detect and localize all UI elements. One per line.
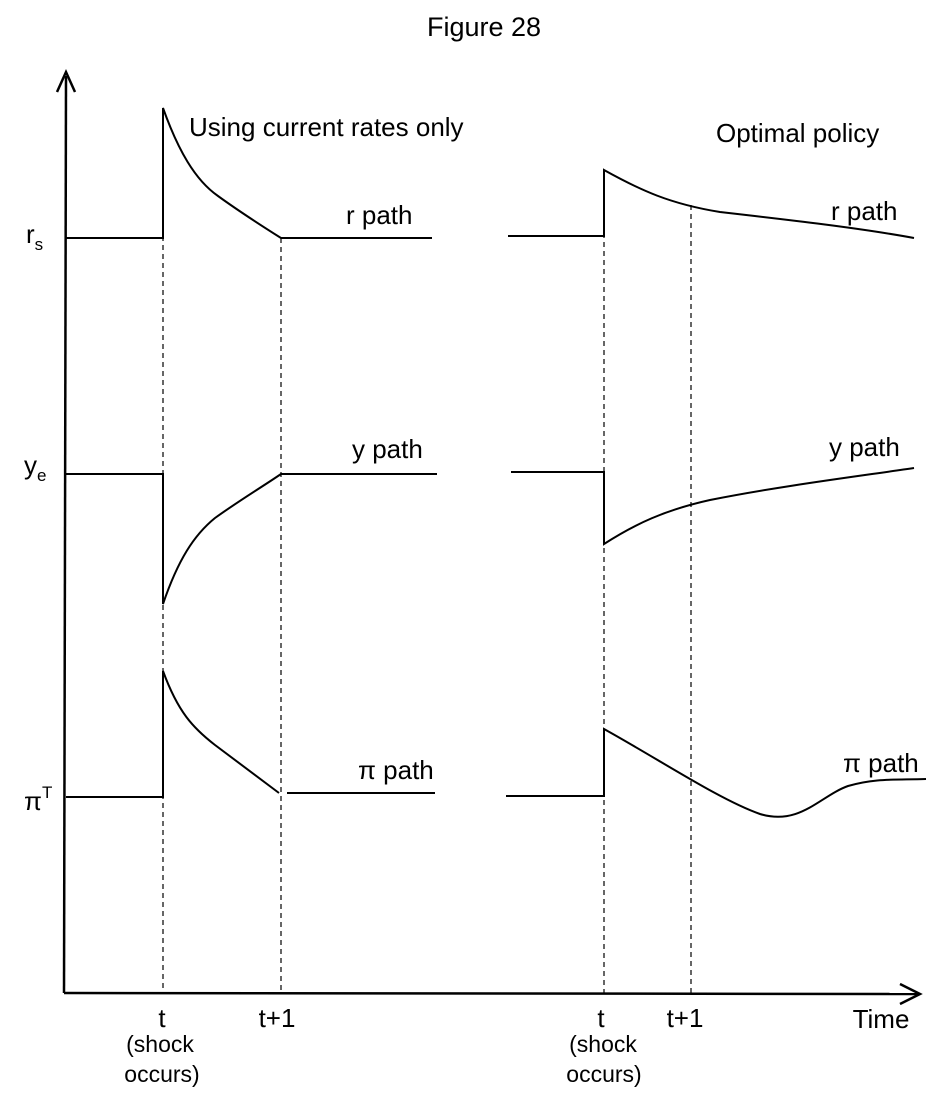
right-pi-path-line	[506, 727, 927, 818]
left-t-label: t	[158, 1003, 166, 1033]
left-pi-path-line	[66, 670, 280, 798]
level-label-rs: rs	[26, 219, 43, 254]
x-axis	[63, 991, 919, 996]
right-y-path-line	[511, 467, 915, 546]
right-t-label: t	[597, 1003, 605, 1033]
right-panel-title: Optimal policy	[716, 118, 879, 148]
right-r-path-line	[508, 168, 915, 239]
right-y-path-label: y path	[829, 432, 900, 462]
left-t-note-2: occurs)	[124, 1061, 199, 1087]
x-axis-label: Time	[853, 1004, 910, 1034]
left-y-path-label: y path	[352, 434, 423, 464]
left-pi-path-label: π path	[358, 755, 434, 785]
right-r-path-label: r path	[831, 196, 898, 226]
figure-title: Figure 28	[427, 12, 541, 42]
right-t-note-1: (shock	[569, 1031, 637, 1057]
level-label-ye: ye	[24, 450, 46, 485]
right-pi-path-label: π path	[843, 748, 919, 778]
right-t1-label: t+1	[667, 1003, 704, 1033]
y-axis	[62, 75, 68, 994]
right-t-note-2: occurs)	[566, 1061, 641, 1087]
left-y-path-line	[66, 473, 437, 605]
left-t-note-1: (shock	[126, 1031, 194, 1057]
left-r-path-line	[66, 107, 432, 239]
y-axis-arrowhead	[55, 68, 77, 93]
left-r-path-label: r path	[346, 200, 413, 230]
level-label-pit: πT	[24, 783, 52, 816]
left-panel-title: Using current rates only	[189, 112, 464, 142]
x-axis-arrowhead	[899, 982, 923, 1006]
left-t1-label: t+1	[259, 1003, 296, 1033]
